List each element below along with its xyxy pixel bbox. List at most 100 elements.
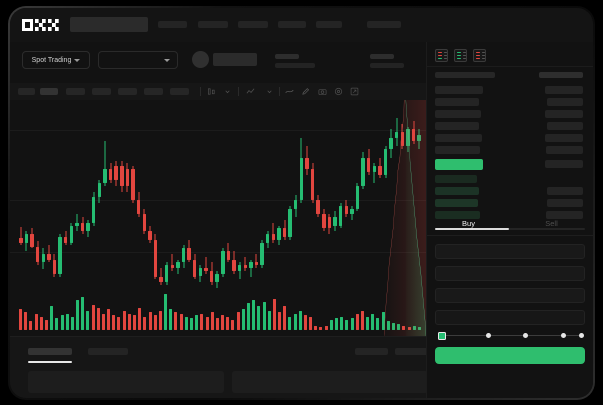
- nav-item-6[interactable]: [367, 21, 401, 28]
- sell-tab[interactable]: Sell: [545, 219, 558, 228]
- tab-order-history[interactable]: [88, 348, 128, 355]
- place-buy-order-button[interactable]: [435, 347, 585, 364]
- tf-1h[interactable]: [92, 88, 111, 95]
- candle: [389, 108, 393, 298]
- candle-body: [344, 205, 348, 215]
- chart-gridline: [10, 252, 426, 253]
- candles-icon[interactable]: [207, 87, 216, 96]
- orderbook-qty-header: [539, 72, 583, 78]
- line-tool-icon[interactable]: [285, 87, 294, 96]
- okx-logo[interactable]: [22, 19, 60, 31]
- nav-item-1[interactable]: [158, 21, 187, 28]
- settings-icon[interactable]: [334, 87, 343, 96]
- volume-bar: [24, 312, 28, 330]
- nav-item-4[interactable]: [278, 21, 306, 28]
- tf-5m[interactable]: [40, 88, 58, 95]
- fullscreen-icon[interactable]: [350, 87, 359, 96]
- nav-item-5[interactable]: [316, 21, 342, 28]
- volume-bar: [298, 310, 302, 330]
- orderbook-bid-row[interactable]: [435, 175, 477, 183]
- orderbook-both-icon[interactable]: [435, 49, 448, 62]
- orderbook-bids-icon[interactable]: [454, 49, 467, 62]
- candle-body: [35, 246, 40, 263]
- candle: [92, 108, 96, 298]
- tf-1m[interactable]: [18, 88, 35, 95]
- candle: [148, 108, 152, 298]
- tf-15m[interactable]: [66, 88, 85, 95]
- orderbook-bid-row[interactable]: [435, 199, 478, 207]
- total-input[interactable]: [435, 288, 585, 303]
- candle: [170, 108, 175, 298]
- volume-bar: [283, 306, 287, 330]
- candle: [243, 108, 247, 298]
- slider-step-75[interactable]: [560, 333, 566, 338]
- amount-input[interactable]: [435, 266, 585, 281]
- price-chart[interactable]: [10, 100, 426, 336]
- volume-bar: [101, 313, 105, 330]
- slider-handle[interactable]: [438, 332, 446, 340]
- candle-body: [383, 149, 388, 175]
- candle-wick: [20, 227, 22, 246]
- orderbook-ask-row[interactable]: [435, 98, 479, 106]
- candle-body: [305, 157, 309, 170]
- pencil-icon[interactable]: [301, 87, 310, 96]
- orderbook-ask-row[interactable]: [435, 134, 482, 142]
- candle-body: [114, 166, 118, 181]
- orderbook-ask-row[interactable]: [435, 122, 479, 130]
- orderbook-ask-row[interactable]: [435, 146, 480, 154]
- candle-body: [204, 268, 208, 271]
- candle-body: [86, 222, 90, 232]
- orderbook-scrollbar-thumb[interactable]: [435, 228, 509, 230]
- orderbook-ask-row[interactable]: [435, 110, 481, 118]
- tf-4h[interactable]: [118, 88, 137, 95]
- indicators-icon[interactable]: [246, 87, 255, 96]
- buy-tab[interactable]: Buy: [462, 219, 475, 228]
- search-input[interactable]: [70, 17, 148, 32]
- volume-bar: [215, 318, 219, 330]
- candle: [310, 108, 315, 298]
- orderbook-scrollbar-track[interactable]: [435, 228, 585, 230]
- tab-open-orders[interactable]: [28, 348, 72, 355]
- orderbook-bid-row[interactable]: [435, 187, 479, 195]
- slider-step-25[interactable]: [486, 333, 492, 338]
- bottom-action-1[interactable]: [355, 348, 388, 355]
- candle-body: [361, 157, 365, 187]
- depth-chart-overlay: [384, 100, 426, 336]
- slider-step-50[interactable]: [523, 333, 529, 338]
- amount-slider[interactable]: [438, 332, 584, 340]
- orderbook-asks-icon[interactable]: [473, 49, 486, 62]
- tf-1w[interactable]: [170, 88, 189, 95]
- candle-body: [322, 214, 326, 229]
- account-label: [213, 53, 257, 66]
- candle-body: [148, 231, 152, 240]
- volume-bar: [340, 316, 344, 330]
- nav-item-3[interactable]: [238, 21, 268, 28]
- trading-mode-dropdown[interactable]: Spot Trading: [22, 51, 90, 69]
- chevron-down-icon[interactable]: [223, 87, 232, 96]
- price-input[interactable]: [435, 244, 585, 259]
- candle-body: [19, 238, 23, 243]
- candle: [344, 108, 348, 298]
- bottom-panel-right[interactable]: [232, 371, 428, 393]
- bottom-panel-left[interactable]: [28, 371, 224, 393]
- volume-bar: [96, 307, 100, 330]
- candle-body: [92, 197, 96, 223]
- tf-1d[interactable]: [144, 88, 163, 95]
- orderbook-bid-row[interactable]: [435, 211, 480, 219]
- bottom-action-2[interactable]: [395, 348, 428, 355]
- avatar[interactable]: [192, 51, 209, 68]
- candle: [294, 108, 298, 298]
- volume-bar: [143, 316, 147, 330]
- camera-icon[interactable]: [318, 87, 327, 96]
- nav-item-2[interactable]: [198, 21, 228, 28]
- slider-step-100[interactable]: [579, 333, 584, 338]
- candle-body: [288, 208, 292, 237]
- orderbook-spread-row[interactable]: [435, 159, 483, 170]
- candle-body: [170, 265, 175, 268]
- volume-bar: [309, 316, 313, 330]
- candle-body: [142, 214, 146, 232]
- orderbook-ask-row[interactable]: [435, 86, 483, 94]
- candle-wick: [104, 140, 106, 187]
- trading-pair-dropdown[interactable]: [98, 51, 178, 69]
- chevron-down-icon-2[interactable]: [265, 87, 274, 96]
